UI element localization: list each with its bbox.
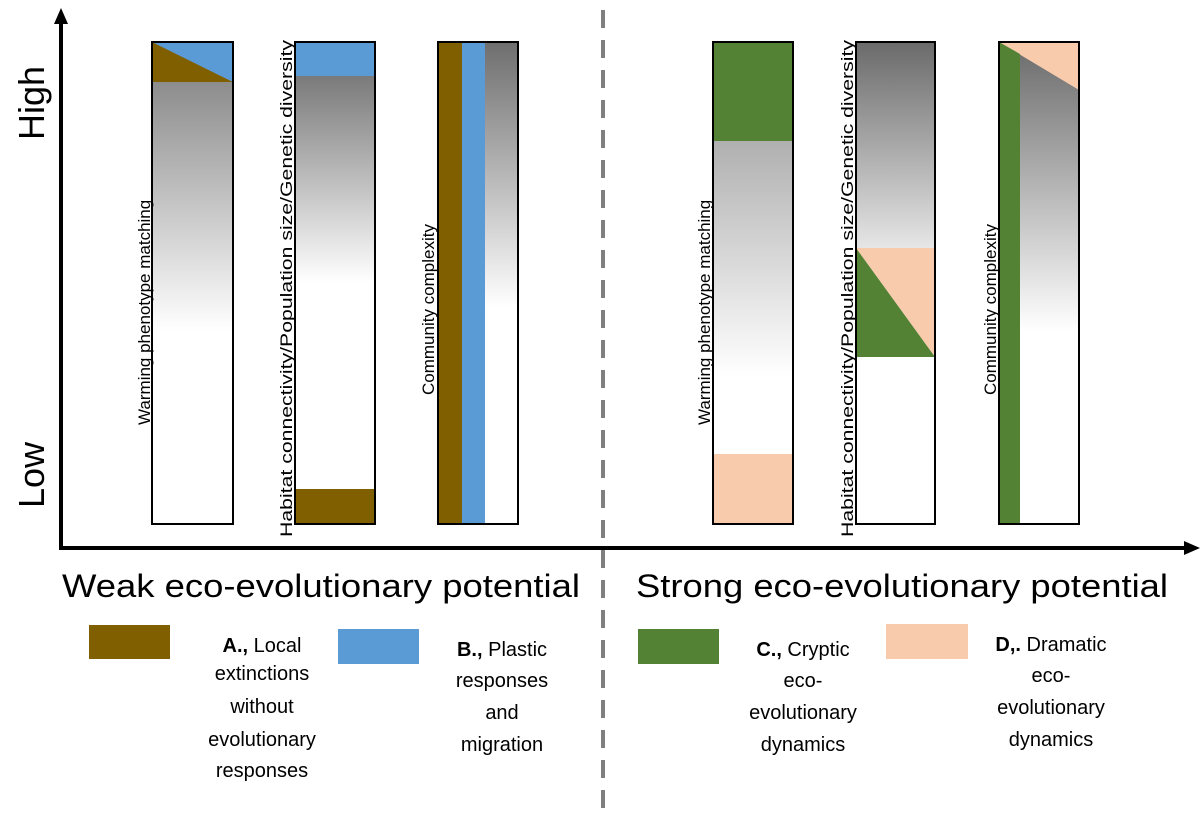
legend-swatch-c	[638, 629, 719, 664]
y-axis-arrow	[54, 8, 68, 24]
strong-warming-label: Warming phenotype matching	[695, 200, 714, 425]
legend-b-text: B., Plastic responses and migration	[456, 639, 548, 756]
strong-community-bar	[998, 41, 1080, 525]
svg-text:dynamics: dynamics	[1009, 729, 1093, 751]
weak-community-label: Community complexity	[419, 224, 438, 395]
strong-panel-title: Strong eco-evolutionary potential	[636, 568, 1168, 604]
svg-text:D,. Dramatic: D,. Dramatic	[995, 634, 1106, 656]
legend-a-text: A., Local extinctions without evolutiona…	[208, 635, 316, 782]
strong-warming-bar	[712, 41, 794, 525]
weak-warming-bar	[151, 41, 234, 525]
svg-text:B., Plastic: B., Plastic	[457, 639, 547, 661]
legend-swatch-a	[89, 625, 170, 659]
svg-text:evolutionary: evolutionary	[749, 702, 857, 724]
svg-text:C., Cryptic: C., Cryptic	[756, 639, 849, 661]
svg-text:responses: responses	[456, 670, 548, 692]
svg-text:and: and	[485, 702, 518, 724]
weak-habitat-label: Habitat connectivity/Population size/Gen…	[277, 39, 296, 537]
weak-community-bar	[437, 41, 519, 525]
y-axis-high-label: High	[11, 66, 52, 140]
legend-d-text: D,. Dramatic eco- evolutionary dynamics	[995, 634, 1106, 751]
svg-text:eco-: eco-	[1032, 665, 1071, 687]
svg-text:migration: migration	[461, 734, 543, 756]
x-axis-arrow	[1184, 541, 1200, 555]
svg-text:extinctions: extinctions	[215, 663, 310, 685]
legend-swatch-d	[886, 624, 968, 659]
weak-warming-label: Warming phenotype matching	[135, 200, 154, 425]
svg-text:evolutionary: evolutionary	[208, 729, 316, 751]
strong-community-label: Community complexity	[981, 224, 1000, 395]
strong-habitat-bar	[855, 41, 936, 525]
svg-text:dynamics: dynamics	[761, 734, 845, 756]
legend-c-text: C., Cryptic eco- evolutionary dynamics	[749, 639, 857, 756]
legend-swatch-b	[338, 629, 419, 664]
weak-panel-title: Weak eco-evolutionary potential	[62, 568, 580, 604]
svg-text:A., Local: A., Local	[223, 635, 302, 657]
svg-text:evolutionary: evolutionary	[997, 697, 1105, 719]
weak-habitat-bar	[294, 41, 376, 525]
svg-text:without: without	[229, 696, 294, 718]
svg-text:eco-: eco-	[784, 670, 823, 692]
svg-text:responses: responses	[216, 760, 308, 782]
strong-habitat-label: Habitat connectivity/Population size/Gen…	[838, 39, 857, 537]
y-axis-low-label: Low	[11, 441, 52, 508]
